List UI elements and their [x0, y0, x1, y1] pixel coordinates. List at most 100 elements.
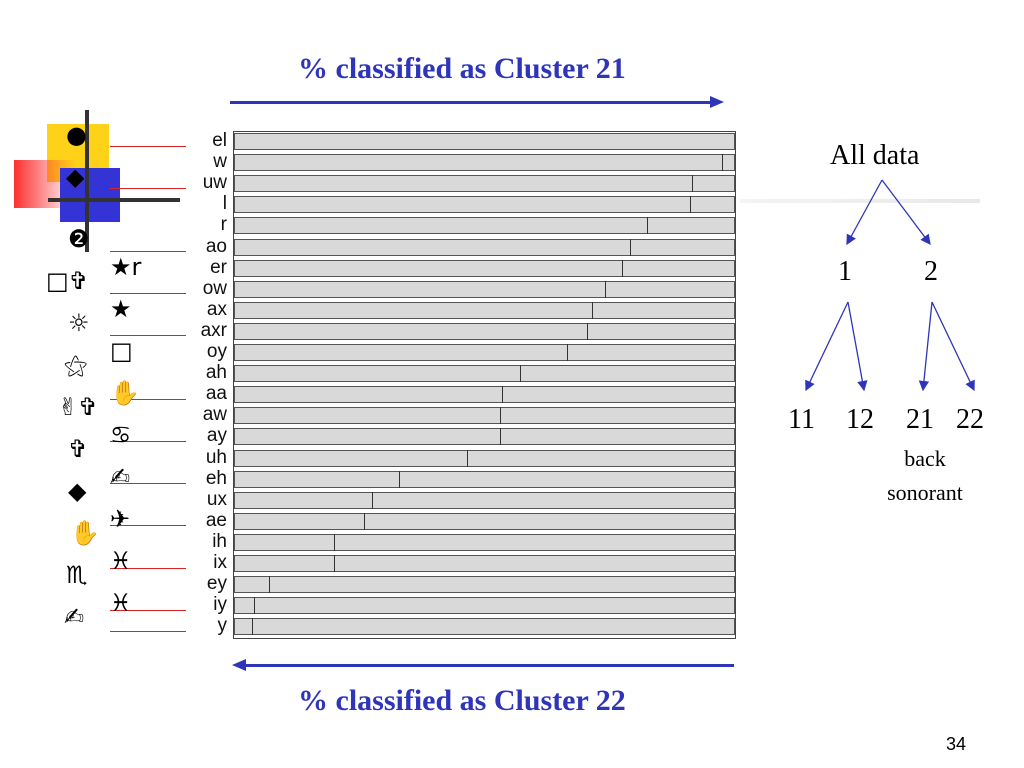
phoneme-label: ow [202, 277, 227, 299]
phoneme-label: ay [206, 425, 227, 447]
phoneme-label: aw [202, 404, 227, 426]
phoneme-label: ah [205, 362, 227, 384]
symbol-glyph: □ [110, 337, 133, 365]
symbol-glyph: ✌✞ [58, 393, 99, 421]
phoneme-label: y [217, 615, 228, 637]
phoneme-label: uw [202, 172, 227, 194]
bar-split-marker [502, 386, 503, 404]
label-guide-line [110, 568, 186, 569]
phoneme-label: ae [205, 509, 227, 531]
label-guide-line [110, 251, 186, 252]
symbol-glyph: ✍ [110, 463, 131, 491]
phoneme-label: w [213, 151, 227, 173]
symbol-glyph: □✞ [46, 267, 89, 295]
phoneme-label: el [212, 130, 227, 151]
decor-blue-square [60, 168, 120, 222]
symbol-glyph: ✋ [70, 519, 100, 547]
bar-row [234, 533, 735, 551]
symbol-glyph: ★ [110, 295, 132, 323]
phoneme-label: ax [206, 298, 227, 320]
phoneme-label: aa [205, 383, 227, 405]
bar-row [234, 175, 735, 193]
bar-row [234, 470, 735, 488]
tree-note-back: back [904, 446, 946, 471]
bar-row [234, 217, 735, 235]
symbol-glyph: ♋ [110, 421, 132, 449]
tree-edge-root-1 [846, 179, 883, 246]
symbol-glyph: ♓ [110, 547, 132, 575]
tree-note-sonorant: sonorant [887, 480, 963, 505]
bar-row [234, 280, 735, 298]
chart-frame [233, 131, 736, 639]
phoneme-label: ux [206, 488, 227, 510]
phoneme-label: oy [206, 341, 227, 362]
phoneme-label: ix [213, 552, 227, 573]
bar-row [234, 344, 735, 361]
cluster-tree-lines [805, 179, 975, 392]
phoneme-label: iy [213, 594, 227, 616]
phoneme-label: r [220, 214, 227, 236]
bar-row [234, 407, 735, 425]
bar-row [234, 238, 735, 256]
decor-horizontal-line [48, 198, 180, 202]
label-guide-line [110, 146, 186, 147]
bar-row [234, 491, 735, 509]
symbol-glyph: ⚝ [64, 351, 88, 379]
label-guide-line [110, 335, 186, 336]
tree-edge-2-21 [918, 301, 933, 392]
bar-row [234, 133, 735, 150]
phoneme-label: eh [205, 467, 227, 489]
bar-row [234, 301, 735, 319]
phoneme-label: uh [205, 446, 227, 468]
chart-title-top: % classified as Cluster 21 [298, 52, 626, 85]
bar-split-marker [252, 618, 253, 636]
tree-edge-root-2 [881, 179, 931, 246]
decor-vertical-line [85, 110, 89, 252]
symbol-glyph: ✈ [110, 505, 131, 533]
bar-row [234, 618, 735, 636]
symbol-glyph: ✍ [64, 603, 85, 631]
label-guide-line [110, 188, 186, 189]
tree-node-11: 11 [788, 404, 815, 435]
symbol-glyph: ✞ [68, 435, 89, 463]
label-guide-line [110, 293, 186, 294]
bar-split-marker [372, 491, 373, 509]
bar-split-marker [269, 576, 270, 594]
bar-split-marker [722, 154, 723, 172]
bar-split-marker [605, 280, 606, 298]
tree-root-label: All data [830, 140, 920, 171]
bar-split-marker [622, 259, 623, 277]
tree-edge-1-11 [805, 301, 849, 392]
label-guide-line [110, 610, 186, 611]
tree-node-12: 12 [846, 404, 874, 435]
bar-split-marker [467, 449, 468, 467]
symbol-glyph: ♏ [66, 561, 88, 589]
bar-split-marker [399, 470, 400, 488]
bar-split-marker [254, 597, 255, 615]
chart-title-bottom: % classified as Cluster 22 [298, 684, 626, 717]
symbol-glyph: ● [66, 121, 87, 149]
bar-split-marker [690, 196, 691, 214]
bar-split-marker [520, 365, 521, 383]
bar-split-marker [692, 175, 693, 193]
bar-split-marker [592, 301, 593, 319]
bar-split-marker [630, 238, 631, 256]
bar-row [234, 512, 735, 530]
arrow-left-icon [232, 659, 734, 671]
bar-split-marker [364, 512, 365, 530]
bar-row [234, 449, 735, 467]
label-guide-line [110, 399, 186, 400]
bar-row [234, 597, 735, 615]
symbol-glyph: ◆ [66, 163, 85, 191]
bar-row [234, 322, 735, 340]
bar-split-marker [567, 344, 568, 361]
tree-edge-1-12 [847, 301, 868, 392]
bar-row [234, 555, 735, 572]
label-guide-line [110, 525, 186, 526]
bar-row [234, 196, 735, 214]
phoneme-label: ao [205, 235, 227, 257]
bar-row [234, 154, 735, 172]
symbol-glyph: ❷ [68, 225, 90, 253]
tree-node-2: 2 [924, 256, 938, 287]
bar-split-marker [647, 217, 648, 235]
